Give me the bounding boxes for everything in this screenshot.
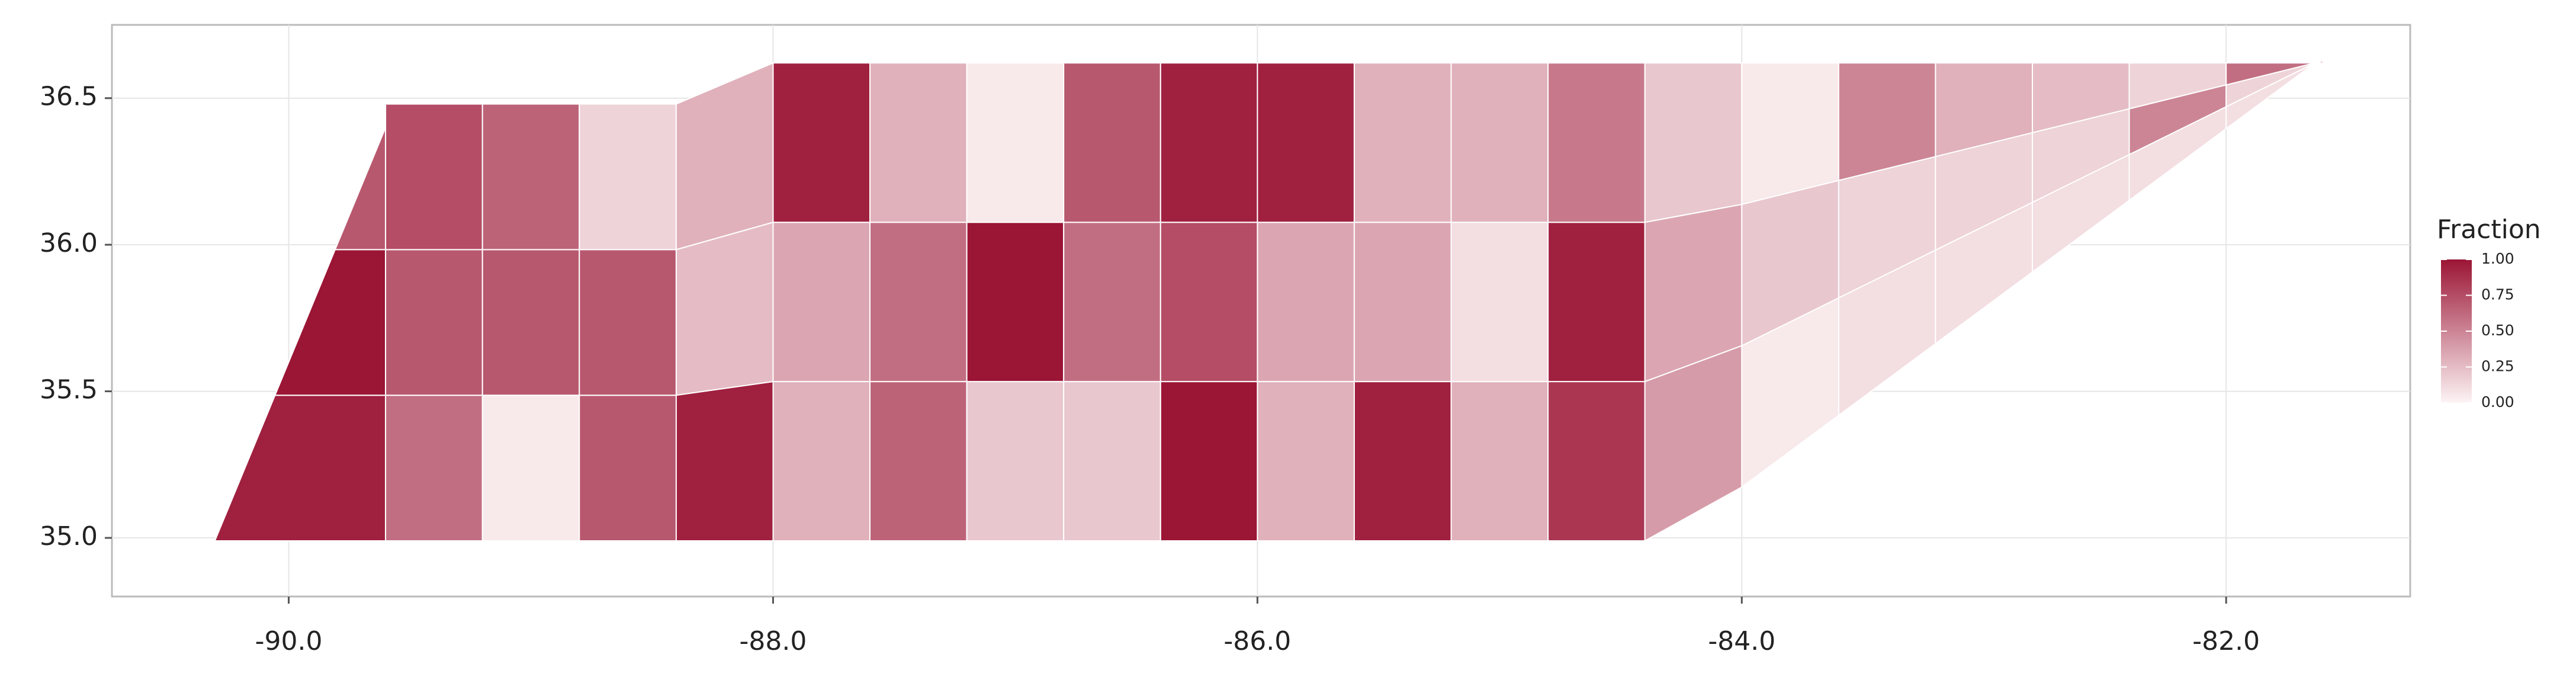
county [481,395,580,541]
legend-tick-label: 1.00 [2481,250,2514,267]
x-tick-label: -88.0 [740,626,807,656]
x-tick-label: -84.0 [1708,626,1775,656]
county [1450,381,1549,541]
county [579,395,677,541]
county [966,381,1065,541]
county [772,62,871,223]
y-tick-label: 36.5 [40,82,98,112]
county [1353,62,1452,223]
county [1353,381,1452,541]
county [1063,381,1161,541]
county [385,249,483,396]
x-tick-label: -86.0 [1223,626,1291,656]
x-tick-label: -82.0 [2192,626,2260,656]
county [579,103,677,251]
county [1257,222,1355,383]
county [1063,62,1161,223]
county [1741,62,1839,206]
legend-tick-label: 0.75 [2481,286,2514,303]
y-tick-label: 35.5 [40,375,98,405]
county [1353,222,1452,383]
county [1159,222,1258,383]
county [2225,60,2324,86]
legend-title: Fraction [2437,214,2541,245]
county [1257,62,1355,223]
county [1547,222,1646,383]
county [481,249,580,396]
county [1547,381,1646,541]
county [481,103,580,251]
county [1450,62,1549,223]
regions [214,56,2324,542]
x-tick-label: -90.0 [255,626,323,656]
county [869,222,968,383]
county [675,221,774,396]
county [966,222,1065,383]
county [1159,381,1258,541]
county [385,103,483,251]
legend-tick-label: 0.25 [2481,358,2514,375]
county [966,62,1065,223]
county [1159,62,1258,223]
legend: 0.00 0.25 0.50 0.75 1.00 [2441,250,2514,411]
county [772,222,871,383]
county [1450,222,1549,383]
county [869,381,968,541]
county [1063,222,1161,383]
legend-tick-label: 0.00 [2481,393,2514,411]
county [772,381,871,541]
county [1257,381,1355,541]
county [1644,62,1743,223]
county [385,395,483,541]
county [1547,62,1646,223]
axes: -90.0 -88.0 -86.0 -84.0 -82.0 35.0 35.5 36.0 36.… [40,82,2260,656]
y-tick-label: 36.0 [40,228,98,258]
county [869,62,968,223]
county [675,380,774,541]
legend-tick-label: 0.50 [2481,322,2514,339]
county [579,249,677,396]
y-tick-label: 35.0 [40,521,98,551]
